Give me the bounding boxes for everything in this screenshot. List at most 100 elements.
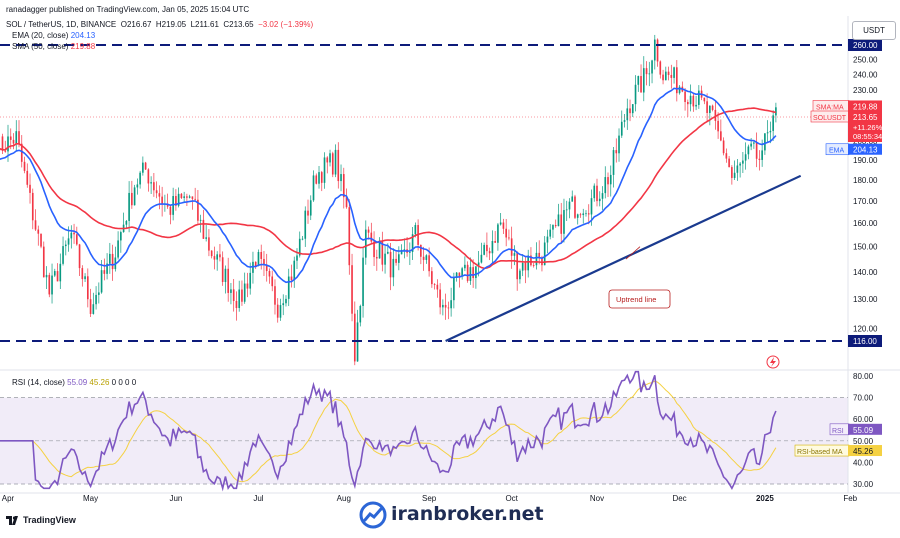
candle-body bbox=[42, 246, 45, 278]
candle-body bbox=[414, 225, 417, 235]
symbol-title[interactable]: SOL / TetherUS, 1D, BINANCE bbox=[6, 20, 117, 29]
open-value: 216.67 bbox=[126, 20, 152, 29]
time-tick: Apr bbox=[2, 494, 15, 503]
candle-body bbox=[604, 177, 607, 194]
rsi-ma-legend-value: 45.26 bbox=[89, 378, 110, 387]
candle-body bbox=[23, 161, 26, 171]
candle-body bbox=[320, 172, 323, 183]
ema-tag-name: EMA bbox=[829, 148, 845, 155]
rsi-ma-tag-name: RSI-based MA bbox=[797, 449, 843, 456]
candle-body bbox=[265, 264, 268, 272]
candle-body bbox=[590, 198, 593, 215]
candle-body bbox=[483, 244, 485, 255]
price-tick: 250.00 bbox=[853, 55, 878, 64]
candle-body bbox=[12, 139, 15, 144]
rsi-tag-value: 55.09 bbox=[853, 426, 874, 435]
candle-body bbox=[210, 250, 213, 257]
candle-body bbox=[425, 255, 428, 260]
candle-body bbox=[618, 135, 620, 154]
candle-body bbox=[571, 196, 574, 202]
rsi-legend-label: RSI (14, close) bbox=[12, 378, 65, 387]
candle-body bbox=[331, 153, 334, 175]
candle-body bbox=[205, 237, 207, 239]
candle-body bbox=[678, 86, 681, 94]
iranbroker-logo-icon bbox=[359, 501, 387, 529]
candles bbox=[1, 34, 777, 366]
candle-body bbox=[183, 196, 185, 198]
candle-body bbox=[521, 262, 524, 271]
candle-body bbox=[301, 238, 304, 240]
candle-body bbox=[186, 196, 188, 198]
candle-body bbox=[100, 270, 103, 293]
candle-body bbox=[359, 305, 362, 323]
ema-legend[interactable]: EMA (20, close) 204.13 bbox=[12, 31, 95, 40]
candle-body bbox=[664, 71, 667, 81]
candle-body bbox=[731, 167, 733, 178]
sma-legend[interactable]: SMA (50, close) 219.88 bbox=[12, 42, 95, 51]
candle-body bbox=[392, 258, 395, 278]
candle-body bbox=[488, 251, 491, 254]
time-tick: 2025 bbox=[756, 494, 774, 503]
candle-body bbox=[98, 292, 100, 295]
time-tick: Aug bbox=[337, 494, 351, 503]
candle-body bbox=[612, 150, 615, 175]
candle-body bbox=[53, 271, 56, 276]
candle-body bbox=[687, 101, 689, 105]
candle-body bbox=[202, 219, 205, 239]
time-tick: Jun bbox=[169, 494, 182, 503]
candle-body bbox=[86, 276, 89, 300]
candle-body bbox=[706, 101, 708, 113]
candle-body bbox=[717, 120, 719, 132]
candle-body bbox=[307, 210, 309, 216]
candle-body bbox=[232, 289, 235, 301]
rsi-legend[interactable]: RSI (14, close) 55.09 45.26 0 0 0 0 bbox=[12, 378, 136, 387]
lightning-bolt bbox=[770, 357, 776, 367]
symbol-tag-change: +11.26% bbox=[853, 123, 883, 132]
candle-body bbox=[560, 214, 563, 234]
candle-body bbox=[422, 256, 425, 260]
candle-body bbox=[579, 214, 582, 216]
currency-button[interactable]: USDT bbox=[852, 21, 896, 40]
candle-body bbox=[464, 264, 466, 269]
price-tick: 230.00 bbox=[853, 86, 878, 95]
candle-body bbox=[323, 157, 326, 183]
candle-body bbox=[720, 131, 722, 141]
candle-body bbox=[472, 267, 474, 279]
time-tick: Sep bbox=[422, 494, 437, 503]
candle-body bbox=[227, 268, 230, 293]
candle-body bbox=[120, 232, 122, 241]
sma-legend-value: 219.88 bbox=[70, 42, 96, 51]
rsi-tick: 70.00 bbox=[853, 394, 874, 403]
candle-body bbox=[554, 225, 557, 227]
candle-body bbox=[260, 252, 263, 259]
candle-body bbox=[651, 60, 653, 74]
candle-body bbox=[384, 253, 386, 265]
time-tick: Oct bbox=[505, 494, 518, 503]
candle-body bbox=[623, 120, 626, 122]
candle-body bbox=[568, 201, 571, 210]
candle-body bbox=[519, 270, 521, 280]
candle-body bbox=[582, 213, 585, 216]
time-tick: Jul bbox=[253, 494, 263, 503]
candle-body bbox=[695, 104, 697, 107]
level-tag-116.00 bbox=[848, 335, 882, 347]
ohlc-header: SOL / TetherUS, 1D, BINANCE O216.67 H219… bbox=[6, 20, 313, 29]
candle-body bbox=[133, 187, 136, 206]
candle-body bbox=[78, 244, 81, 269]
candle-body bbox=[285, 298, 287, 304]
candle-body bbox=[563, 210, 565, 234]
candle-body bbox=[656, 39, 659, 62]
candle-body bbox=[15, 131, 18, 144]
candle-body bbox=[538, 252, 541, 258]
rsi-tick: 80.00 bbox=[853, 372, 874, 381]
candle-body bbox=[246, 283, 249, 289]
candle-body bbox=[329, 153, 331, 163]
candle-body bbox=[620, 121, 623, 136]
candle-body bbox=[224, 268, 227, 282]
candle-body bbox=[263, 258, 265, 265]
candle-body bbox=[213, 256, 216, 260]
candle-body bbox=[747, 146, 750, 155]
candle-body bbox=[136, 184, 139, 188]
